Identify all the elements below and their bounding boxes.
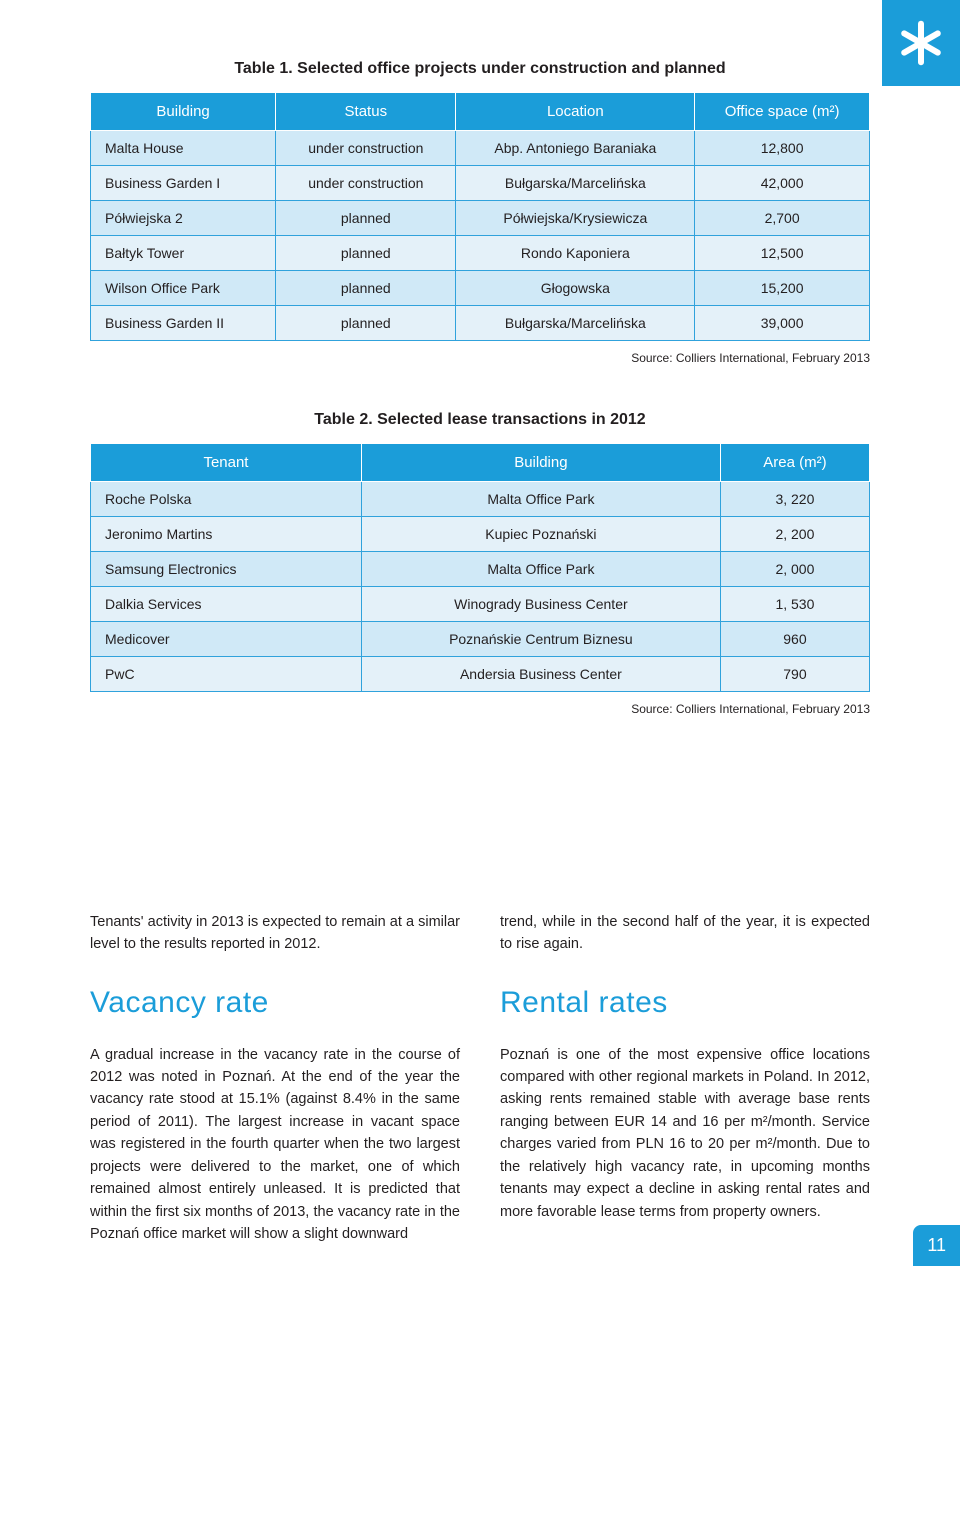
table-cell: 39,000	[695, 306, 870, 341]
table-row: Roche PolskaMalta Office Park3, 220	[91, 482, 870, 517]
table-cell: Dalkia Services	[91, 587, 362, 622]
table-cell: Wilson Office Park	[91, 271, 276, 306]
table2-header: Building	[361, 444, 720, 482]
table-cell: 2,700	[695, 201, 870, 236]
table-cell: 15,200	[695, 271, 870, 306]
table-cell: Bałtyk Tower	[91, 236, 276, 271]
rental-heading: Rental rates	[500, 986, 870, 1020]
intro-para-left: Tenants' activity in 2013 is expected to…	[90, 912, 460, 956]
corner-brand-tab	[882, 0, 960, 86]
table-cell: Rondo Kaponiera	[456, 236, 695, 271]
table-cell: Poznańskie Centrum Biznesu	[361, 622, 720, 657]
table-row: Business Garden Iunder constructionBułga…	[91, 166, 870, 201]
table1-header: Office space (m²)	[695, 93, 870, 131]
table-cell: Kupiec Poznański	[361, 517, 720, 552]
table1-source: Source: Colliers International, February…	[90, 351, 870, 365]
table-row: PwCAndersia Business Center790	[91, 657, 870, 692]
table1-header: Building	[91, 93, 276, 131]
table-cell: under construction	[276, 166, 456, 201]
table-cell: 12,800	[695, 131, 870, 166]
table-cell: 790	[720, 657, 869, 692]
table-row: Jeronimo MartinsKupiec Poznański2, 200	[91, 517, 870, 552]
table-cell: Malta Office Park	[361, 482, 720, 517]
table-cell: 2, 200	[720, 517, 869, 552]
vacancy-text: A gradual increase in the vacancy rate i…	[90, 1044, 460, 1246]
table-cell: Winogrady Business Center	[361, 587, 720, 622]
table1-caption: Table 1. Selected office projects under …	[90, 60, 870, 78]
table-cell: Półwiejska 2	[91, 201, 276, 236]
table-cell: planned	[276, 201, 456, 236]
table-cell: planned	[276, 306, 456, 341]
table-row: Wilson Office ParkplannedGłogowska15,200	[91, 271, 870, 306]
table2-header: Tenant	[91, 444, 362, 482]
table-cell: planned	[276, 236, 456, 271]
table-cell: Jeronimo Martins	[91, 517, 362, 552]
table-cell: Malta House	[91, 131, 276, 166]
table-cell: 3, 220	[720, 482, 869, 517]
asterisk-icon	[897, 19, 945, 67]
table-row: Bałtyk TowerplannedRondo Kaponiera12,500	[91, 236, 870, 271]
table1: Building Status Location Office space (m…	[90, 92, 870, 341]
table-cell: Bułgarska/Marcelińska	[456, 306, 695, 341]
table-cell: Medicover	[91, 622, 362, 657]
table-cell: planned	[276, 271, 456, 306]
table-cell: Business Garden II	[91, 306, 276, 341]
table-cell: 2, 000	[720, 552, 869, 587]
table-row: Business Garden IIplannedBułgarska/Marce…	[91, 306, 870, 341]
table2-source: Source: Colliers International, February…	[90, 702, 870, 716]
table-row: Półwiejska 2plannedPółwiejska/Krysiewicz…	[91, 201, 870, 236]
vacancy-heading: Vacancy rate	[90, 986, 460, 1020]
table-row: Dalkia ServicesWinogrady Business Center…	[91, 587, 870, 622]
table-cell: Malta Office Park	[361, 552, 720, 587]
table-cell: PwC	[91, 657, 362, 692]
table-cell: under construction	[276, 131, 456, 166]
table2: Tenant Building Area (m²) Roche PolskaMa…	[90, 443, 870, 692]
table2-caption: Table 2. Selected lease transactions in …	[90, 411, 870, 429]
table-cell: Business Garden I	[91, 166, 276, 201]
table-cell: Bułgarska/Marcelińska	[456, 166, 695, 201]
table-cell: Głogowska	[456, 271, 695, 306]
table1-header: Location	[456, 93, 695, 131]
table-cell: Abp. Antoniego Baraniaka	[456, 131, 695, 166]
table-cell: 12,500	[695, 236, 870, 271]
table-row: Malta Houseunder constructionAbp. Antoni…	[91, 131, 870, 166]
table-cell: 960	[720, 622, 869, 657]
table-cell: Samsung Electronics	[91, 552, 362, 587]
table-cell: Andersia Business Center	[361, 657, 720, 692]
page-number: 11	[913, 1225, 960, 1266]
table1-header: Status	[276, 93, 456, 131]
intro-para-right: trend, while in the second half of the y…	[500, 912, 870, 956]
table-row: MedicoverPoznańskie Centrum Biznesu960	[91, 622, 870, 657]
table-cell: 1, 530	[720, 587, 869, 622]
rental-text: Poznań is one of the most expensive offi…	[500, 1044, 870, 1224]
table2-header: Area (m²)	[720, 444, 869, 482]
table-row: Samsung ElectronicsMalta Office Park2, 0…	[91, 552, 870, 587]
table-cell: Półwiejska/Krysiewicza	[456, 201, 695, 236]
table-cell: 42,000	[695, 166, 870, 201]
table-cell: Roche Polska	[91, 482, 362, 517]
